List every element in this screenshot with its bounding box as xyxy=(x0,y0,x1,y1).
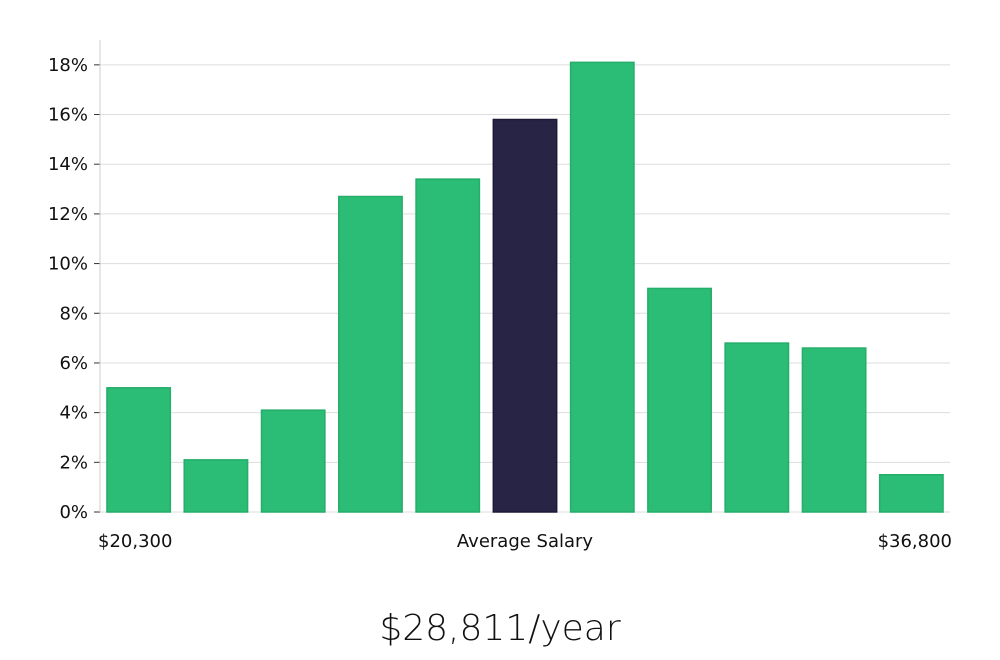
bars xyxy=(106,61,944,513)
x-center-label: Average Salary xyxy=(457,531,594,552)
y-tick-label: 6% xyxy=(59,353,88,374)
y-axis-ticks: 0% 2% 4% 6% 8% 10% 12% 14% 16% 18% xyxy=(48,55,100,523)
y-tick-label: 8% xyxy=(59,303,88,324)
histogram-svg: 0% 2% 4% 6% 8% 10% 12% 14% 16% 18% $20,300 Averag… xyxy=(48,40,952,552)
bar xyxy=(260,409,326,513)
y-tick-label: 18% xyxy=(48,55,88,76)
y-tick-label: 16% xyxy=(48,105,88,126)
bar-average xyxy=(492,118,558,513)
bar xyxy=(183,459,249,513)
average-salary-value: $28,811/year xyxy=(379,608,621,649)
x-max-label: $36,800 xyxy=(878,531,952,552)
bar xyxy=(878,473,944,513)
y-tick-label: 2% xyxy=(59,452,88,473)
bar xyxy=(724,342,790,513)
bar xyxy=(569,61,635,513)
bar xyxy=(647,287,712,513)
bar xyxy=(415,178,481,513)
x-min-label: $20,300 xyxy=(98,531,172,552)
y-tick-label: 12% xyxy=(48,204,88,225)
bar xyxy=(106,387,172,513)
y-tick-label: 0% xyxy=(59,502,88,523)
bar xyxy=(338,195,403,513)
y-tick-label: 4% xyxy=(59,403,88,424)
y-tick-label: 10% xyxy=(48,254,88,275)
y-tick-label: 14% xyxy=(48,154,88,175)
bar xyxy=(801,347,867,513)
